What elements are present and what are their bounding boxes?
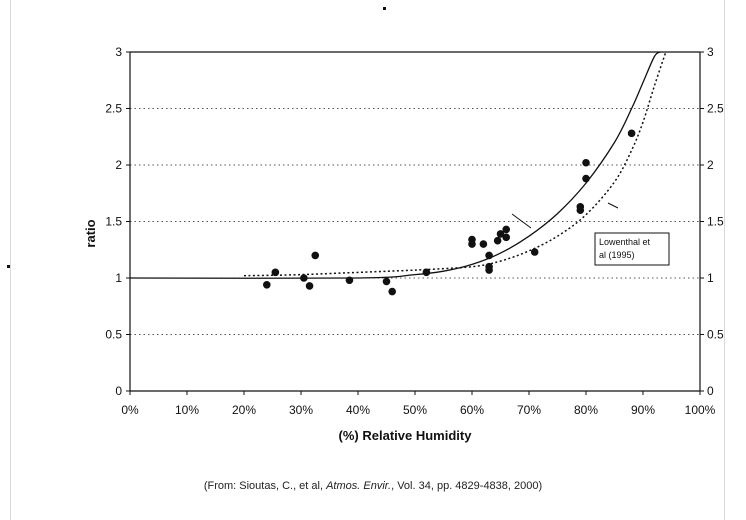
data-point (305, 282, 314, 290)
x-tick-label: 100% (685, 403, 716, 417)
x-tick-label: 70% (517, 403, 541, 417)
data-point (530, 248, 539, 256)
data-point (582, 158, 590, 167)
data-point (382, 277, 391, 286)
data-point (271, 268, 280, 277)
annotation-text: Lowenthal et (599, 237, 651, 247)
y-tick-label-left: 2 (115, 158, 122, 172)
data-point (388, 287, 397, 296)
x-axis-title: (%) Relative Humidity (339, 428, 473, 443)
x-tick-label: 20% (232, 403, 256, 417)
y-tick-label-left: 1.5 (105, 215, 122, 229)
y-tick-label-left: 0 (115, 384, 122, 398)
y-tick-label-right: 3 (707, 45, 714, 59)
data-point (493, 236, 502, 245)
caption-suffix: , Vol. 34, pp. 4829-4838, 2000) (391, 480, 543, 492)
data-point (485, 266, 493, 274)
annotation-leader-line (511, 213, 532, 229)
scan-edge-right (724, 0, 725, 520)
data-point (485, 251, 493, 260)
y-tick-label-left: 3 (115, 45, 122, 59)
scan-speck (383, 7, 386, 10)
x-tick-label: 40% (346, 403, 370, 417)
source-caption: (From: Sioutas, C., et al, Atmos. Envir.… (0, 480, 746, 492)
x-tick-label: 30% (289, 403, 313, 417)
x-tick-label: 10% (175, 403, 199, 417)
y-tick-label-right: 2 (707, 158, 714, 172)
annotation-text: al (1995) (599, 250, 635, 260)
y-tick-label-left: 0.5 (105, 328, 122, 342)
y-tick-label-right: 0 (707, 384, 714, 398)
data-point (479, 240, 488, 248)
y-tick-label-right: 1 (707, 271, 714, 285)
x-tick-label: 60% (460, 403, 484, 417)
dotted-fit-curve (243, 51, 667, 277)
caption-prefix: (From: Sioutas, C., et al, (203, 480, 327, 492)
point-layer (263, 129, 636, 296)
scan-speck (7, 265, 10, 268)
caption-journal: Atmos. Envir. (326, 480, 392, 492)
data-point (502, 233, 511, 242)
data-point (263, 280, 271, 289)
x-tick-label: 80% (574, 403, 598, 417)
data-point (311, 251, 320, 260)
annotation-box (594, 232, 670, 266)
x-tick-label: 90% (631, 403, 655, 417)
axis-layer (126, 51, 704, 395)
y-tick-label-right: 2.5 (707, 102, 724, 116)
y-tick-label-left: 1 (115, 271, 122, 285)
data-point (576, 206, 585, 214)
data-point (422, 268, 431, 277)
y-tick-label-left: 2.5 (105, 102, 122, 116)
data-point (345, 276, 354, 285)
x-tick-label: 50% (403, 403, 427, 417)
data-point (468, 240, 476, 248)
curve-layer (129, 51, 667, 279)
annotation-leader-line (607, 202, 619, 209)
y-axis-title: ratio (83, 219, 98, 247)
solid-fit-curve (129, 51, 661, 279)
scan-edge-left (10, 0, 11, 520)
data-point (300, 274, 308, 282)
y-tick-label-right: 0.5 (707, 328, 724, 342)
data-point (627, 129, 636, 138)
data-point (502, 225, 511, 234)
y-tick-label-right: 1.5 (707, 215, 724, 229)
data-point (582, 174, 590, 183)
data-point (496, 230, 505, 238)
x-tick-label: 0% (121, 403, 139, 417)
